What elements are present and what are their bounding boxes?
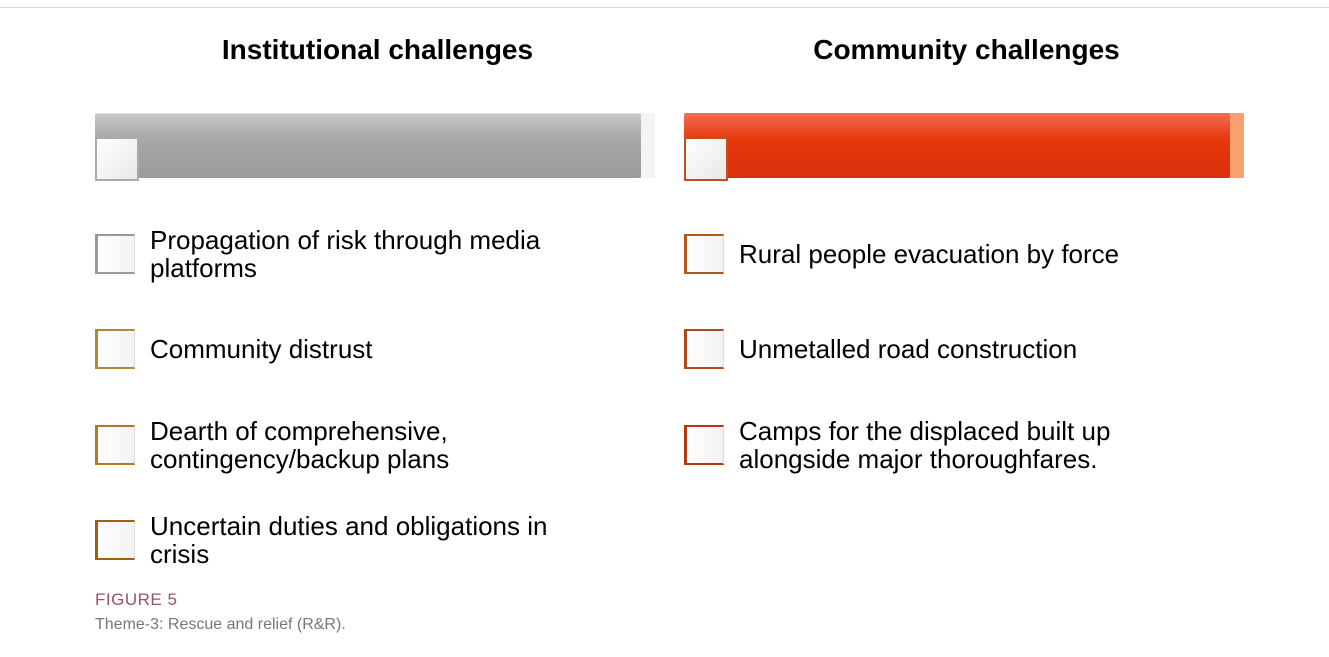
bullet-square (684, 425, 724, 465)
column-title: Institutional challenges (221, 34, 534, 65)
bullet-square (684, 234, 724, 274)
column-title: Community challenges (813, 34, 1120, 65)
item-text: Camps for the displaced built up alongsi… (739, 416, 1111, 474)
list-item: Community distrust (95, 319, 590, 379)
divider (0, 7, 1329, 8)
item-text: Unmetalled road construction (739, 334, 1078, 364)
bullet-square (95, 234, 135, 274)
list-item: Uncertain duties and obligations in cris… (95, 510, 590, 570)
item-text: Community distrust (150, 334, 373, 364)
list-item: Propagation of risk through media platfo… (95, 224, 590, 284)
list-item: Rural people evacuation by force (684, 224, 1159, 284)
item-text: Rural people evacuation by force (739, 239, 1120, 269)
bullet-square (95, 520, 135, 560)
bar-square (684, 137, 728, 181)
figure-label: FIGURE 5 (95, 590, 178, 609)
list-item: Dearth of comprehensive, contingency/bac… (95, 415, 590, 475)
bullet-square (95, 425, 135, 465)
list-item: Unmetalled road construction (684, 319, 1159, 379)
bar-square (95, 137, 139, 181)
figure-caption: Theme-3: Rescue and relief (R&R). (95, 616, 346, 633)
bullet-square (684, 329, 724, 369)
column: Community challenges Rural people evacua… (684, 0, 1249, 580)
item-text: Dearth of comprehensive, contingency/bac… (150, 416, 450, 474)
item-text: Propagation of risk through media platfo… (150, 225, 541, 283)
header-bar (684, 113, 1244, 178)
item-text: Uncertain duties and obligations in cris… (150, 511, 548, 569)
bullet-square (95, 329, 135, 369)
column: Institutional challenges Propagation of … (95, 0, 660, 580)
header-bar (95, 113, 655, 178)
list-item: Camps for the displaced built up alongsi… (684, 415, 1159, 475)
